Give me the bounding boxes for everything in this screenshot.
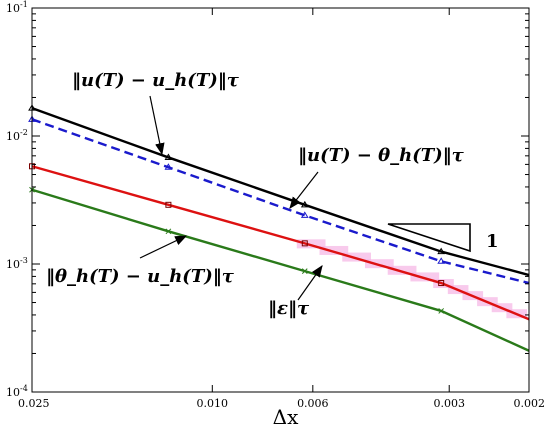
annotation-label: ‖u(T) − u_h(T)‖τ xyxy=(72,70,240,91)
highlight-segment xyxy=(410,272,440,282)
data-point xyxy=(165,228,172,235)
x-tick-label: 0.003 xyxy=(433,397,465,410)
series-line-1 xyxy=(31,118,530,285)
slope-label: 1 xyxy=(486,231,499,252)
annotation-label: ‖ε‖τ xyxy=(268,298,310,319)
x-tick-label: 0.010 xyxy=(197,397,229,410)
data-point xyxy=(437,257,446,264)
y-tick-label: 10-3 xyxy=(6,256,28,271)
data-point xyxy=(300,200,309,208)
data-point xyxy=(438,308,445,314)
annotation-label: ‖θ_h(T) − u_h(T)‖τ xyxy=(46,266,235,287)
data-point xyxy=(300,211,309,218)
annotation-arrow xyxy=(149,95,165,156)
x-tick-label: 0.002 xyxy=(514,397,546,410)
highlight-segment xyxy=(387,265,417,275)
series-line-2 xyxy=(31,165,530,321)
data-point xyxy=(164,163,173,170)
data-point xyxy=(301,268,308,274)
y-tick-label: 10-1 xyxy=(6,0,28,15)
annotation-layer: ‖u(T) − u_h(T)‖τ ‖u(T) − θ_h(T)‖τ ‖θ_h(T) … xyxy=(46,70,465,319)
data-point xyxy=(165,201,172,208)
highlight-segment xyxy=(342,252,371,262)
slope-triangle-shape xyxy=(387,223,471,253)
plot-frame xyxy=(31,7,530,393)
slope-triangle: 1 xyxy=(387,223,499,253)
y-tick-labels: 10-4 10-3 10-2 10-1 xyxy=(6,0,28,399)
annotation-arrow xyxy=(139,235,188,259)
highlight-segment xyxy=(364,259,394,269)
series-line-0 xyxy=(31,107,530,277)
data-point xyxy=(164,153,173,160)
x-tick-label: 0.025 xyxy=(18,397,50,410)
data-point xyxy=(438,280,445,287)
data-point xyxy=(301,240,308,247)
annotation-label: ‖u(T) − θ_h(T)‖τ xyxy=(298,145,465,166)
highlight-segment xyxy=(319,245,349,255)
tick-layer xyxy=(31,7,530,393)
y-tick-label: 10-2 xyxy=(6,128,28,143)
data-point xyxy=(437,247,446,255)
x-tick-labels: 0.025 0.010 0.006 0.003 0.002 xyxy=(18,397,545,410)
annotation-arrow xyxy=(297,265,323,301)
x-axis-label: Δx xyxy=(273,405,299,429)
highlight-segment xyxy=(296,239,326,249)
annotation-arrow xyxy=(289,171,319,209)
x-tick-label: 0.006 xyxy=(297,397,329,410)
y-tick-label: 10-4 xyxy=(6,384,28,399)
marker-layer xyxy=(28,104,446,314)
